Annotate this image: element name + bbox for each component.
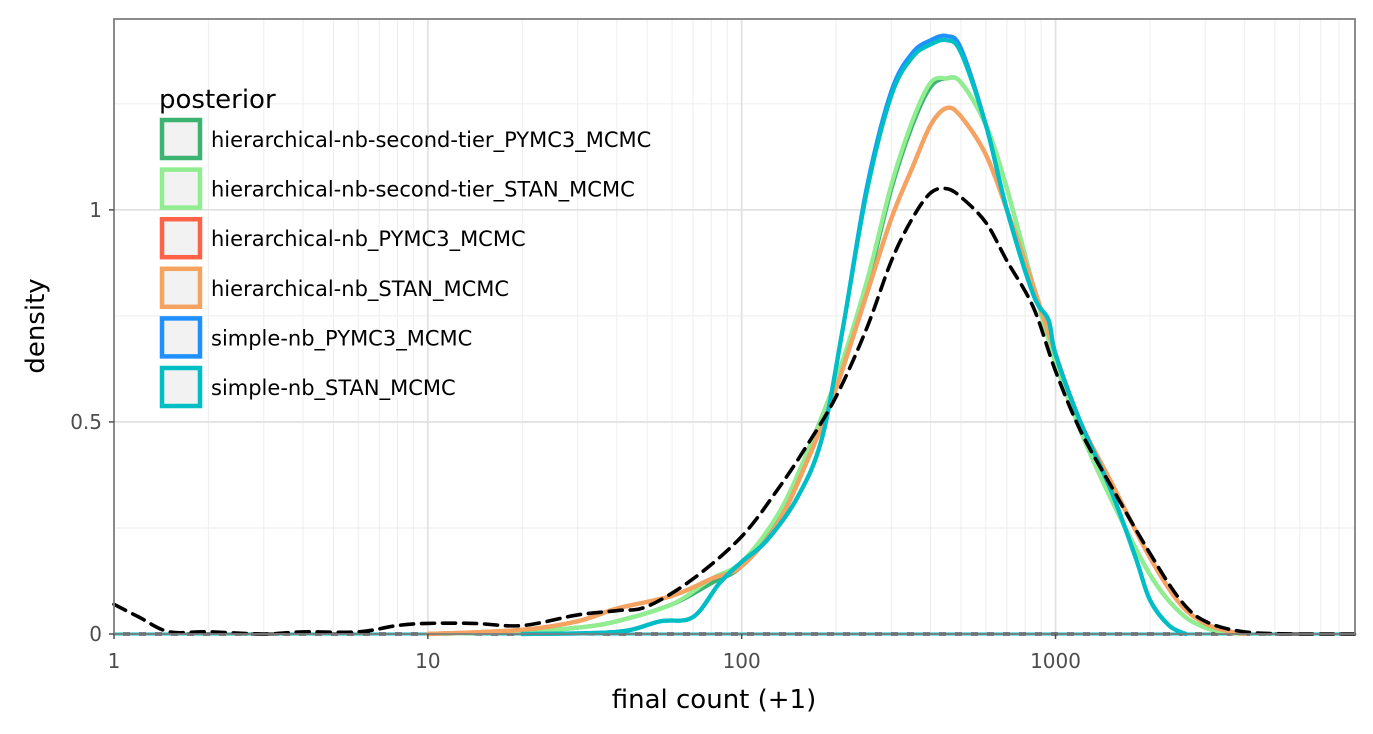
x-tick-label: 100 <box>723 649 761 673</box>
legend-key <box>159 266 203 310</box>
x-axis-ticks: 1 10 100 1000 <box>108 634 1081 673</box>
legend-key <box>159 117 203 161</box>
legend-label: hierarchical-nb_STAN_MCMC <box>211 277 509 302</box>
legend-label: simple-nb_STAN_MCMC <box>211 376 456 401</box>
y-axis-ticks: 00.51 <box>70 198 114 646</box>
x-tick-label: 10 <box>415 649 440 673</box>
legend-items: hierarchical-nb-second-tier_PYMC3_MCMChi… <box>159 117 651 409</box>
legend-label: hierarchical-nb-second-tier_STAN_MCMC <box>211 178 635 203</box>
y-axis-title: density <box>21 278 51 373</box>
x-tick-label: 1000 <box>1030 649 1081 673</box>
y-tick-label: 1 <box>89 198 102 222</box>
legend-label: hierarchical-nb-second-tier_PYMC3_MCMC <box>211 128 651 153</box>
series-line <box>520 37 1188 637</box>
y-tick-label: 0 <box>89 622 102 646</box>
legend-key <box>159 365 203 409</box>
legend: posterior hierarchical-nb-second-tier_PY… <box>159 85 651 409</box>
x-tick-label: 1 <box>108 649 121 673</box>
panel-border <box>113 18 1356 635</box>
legend-key <box>159 216 203 260</box>
series-line <box>112 186 1357 636</box>
legend-key <box>159 167 203 210</box>
x-axis-title: final count (+1) <box>612 685 817 715</box>
legend-label: hierarchical-nb_PYMC3_MCMC <box>211 227 526 252</box>
legend-title: posterior <box>159 85 276 115</box>
legend-key <box>159 316 203 359</box>
y-tick-label: 0.5 <box>70 410 102 434</box>
minor-gridlines <box>114 19 1356 634</box>
legend-label: simple-nb_PYMC3_MCMC <box>211 326 472 351</box>
